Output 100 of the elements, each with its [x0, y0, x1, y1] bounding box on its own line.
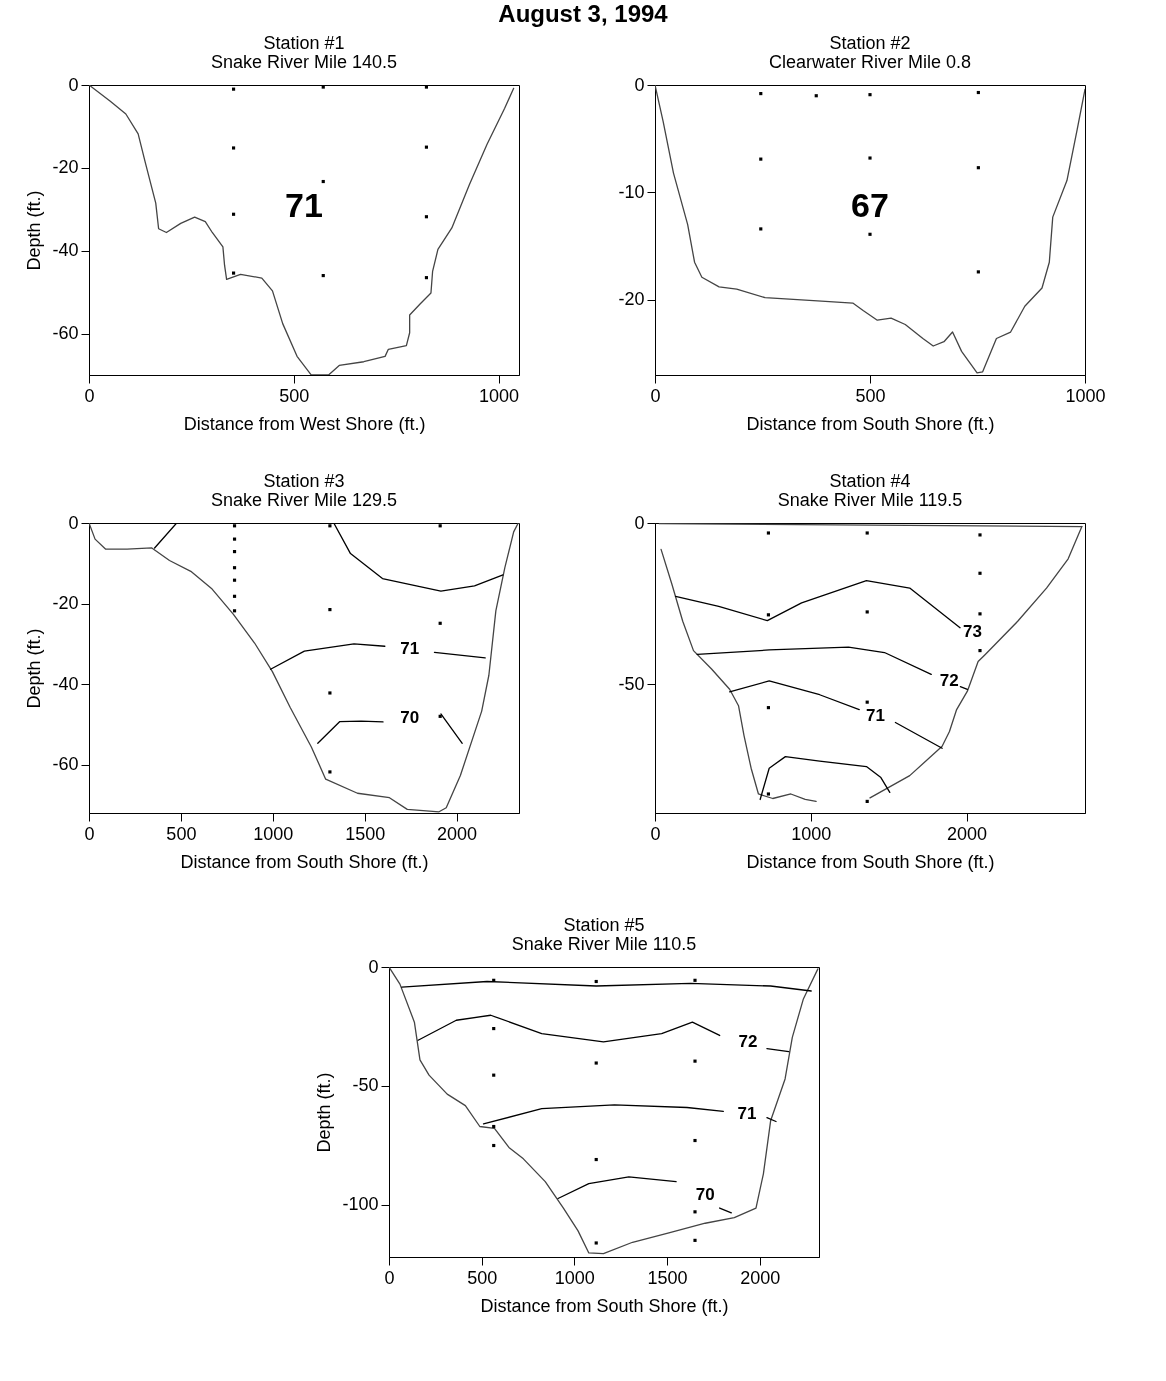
x-tick-label: 500 — [279, 385, 310, 406]
point — [321, 85, 325, 89]
x-tick-label: 0 — [84, 385, 95, 406]
x-tick-label: 1000 — [1065, 385, 1106, 406]
point — [978, 649, 982, 653]
x-axis-title: Distance from South Shore (ft.) — [746, 413, 995, 434]
point — [492, 1073, 496, 1077]
x-tick-label: 1500 — [345, 823, 386, 844]
point — [492, 1124, 496, 1129]
point — [766, 531, 770, 535]
point — [232, 550, 237, 554]
point — [232, 524, 237, 528]
y-tick-label: -50 — [352, 1075, 379, 1096]
point — [766, 613, 770, 617]
x-tick-label: 500 — [467, 1267, 498, 1288]
point — [438, 524, 442, 528]
point — [865, 799, 869, 803]
x-axis-title: Distance from South Shore (ft.) — [480, 1295, 729, 1316]
point — [693, 1210, 697, 1214]
x-tick-label: 1000 — [479, 385, 520, 406]
point — [976, 90, 980, 95]
point — [232, 537, 237, 541]
point — [232, 566, 237, 570]
chart-title: Station #1 — [263, 33, 345, 53]
chart-title: Station #5 — [563, 915, 645, 935]
chart-subtitle: Snake River Mile 129.5 — [210, 490, 398, 510]
point — [868, 156, 872, 160]
point — [814, 94, 818, 98]
point — [492, 978, 496, 982]
point — [865, 700, 869, 704]
point — [759, 157, 763, 161]
chart-subtitle: Snake River Mile 119.5 — [777, 490, 963, 510]
point — [976, 270, 980, 274]
y-tick-label: 0 — [68, 74, 79, 95]
point — [865, 531, 869, 535]
annotation: 71 — [285, 185, 323, 224]
point — [328, 691, 332, 695]
point — [594, 1061, 598, 1065]
point — [232, 578, 237, 582]
y-axis-title: Depth (ft.) — [24, 190, 45, 271]
series-label: 73 — [963, 621, 982, 641]
line-series — [674, 580, 961, 629]
chart-subtitle: Snake River Mile 110.5 — [511, 934, 697, 954]
point — [868, 232, 872, 236]
x-tick-label: 1000 — [791, 823, 832, 844]
point — [759, 92, 763, 96]
series-label: 71 — [737, 1104, 757, 1124]
line-series — [401, 980, 812, 992]
x-axis-title: Distance from South Shore (ft.) — [180, 851, 429, 872]
point — [766, 792, 770, 796]
chart-title: Station #2 — [829, 33, 911, 53]
line-series — [759, 755, 891, 801]
series-label: 72 — [939, 670, 959, 690]
y-tick-label: -60 — [52, 323, 79, 344]
point — [594, 979, 598, 984]
point — [976, 166, 980, 170]
y-tick-label: -100 — [342, 1194, 379, 1215]
point — [321, 179, 325, 184]
y-tick-label: 0 — [68, 512, 79, 533]
point — [492, 1026, 496, 1031]
point — [231, 271, 236, 275]
series-label: 72 — [738, 1032, 758, 1051]
point — [321, 273, 325, 278]
y-tick-label: 0 — [368, 956, 379, 977]
point — [424, 145, 429, 149]
text: August 3, 1994 — [497, 0, 669, 28]
point — [424, 276, 429, 280]
series-label: 70 — [400, 707, 420, 727]
point — [438, 714, 442, 718]
x-tick-label: 1500 — [647, 1267, 688, 1288]
point — [766, 706, 770, 710]
x-tick-label: 0 — [650, 823, 661, 844]
point — [492, 1143, 496, 1148]
series-label: 71 — [400, 639, 420, 659]
y-tick-label: -20 — [618, 289, 645, 310]
y-axis-title: Depth (ft.) — [24, 628, 45, 709]
x-axis-title: Distance from West Shore (ft.) — [183, 413, 426, 434]
point — [424, 215, 429, 219]
chart-title: Station #3 — [263, 471, 345, 491]
point — [693, 1059, 697, 1063]
point — [438, 621, 442, 625]
x-tick-label: 2000 — [947, 823, 988, 844]
x-axis-title: Distance from South Shore (ft.) — [746, 851, 995, 872]
y-tick-label: -10 — [618, 181, 645, 202]
series-label: 70 — [695, 1184, 715, 1204]
y-tick-label: 0 — [634, 74, 645, 95]
point — [693, 1138, 697, 1143]
annotation: 67 — [851, 185, 889, 224]
y-tick-label: -50 — [618, 673, 645, 694]
point — [328, 608, 332, 612]
point — [978, 571, 982, 575]
point — [232, 609, 237, 613]
x-tick-label: 2000 — [437, 823, 478, 844]
point — [865, 610, 869, 614]
chart-subtitle: Clearwater River Mile 0.8 — [768, 52, 972, 72]
x-tick-label: 0 — [384, 1267, 395, 1288]
x-tick-label: 500 — [166, 823, 197, 844]
y-tick-label: -40 — [52, 673, 79, 694]
x-tick-label: 2000 — [740, 1267, 781, 1288]
point — [868, 93, 872, 97]
